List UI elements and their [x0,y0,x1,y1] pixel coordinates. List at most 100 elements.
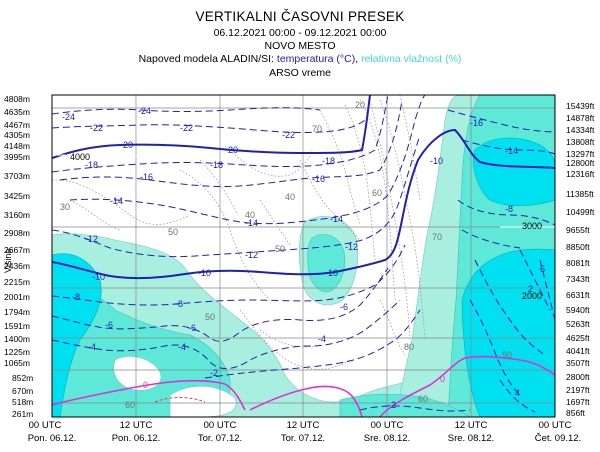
label-minus-20: -20 [120,140,133,150]
ytick-right: 2800ft [566,372,590,382]
ytick-left: 852m [12,373,33,383]
isotherm-minus-22 [52,119,366,134]
grid [52,95,555,417]
label-minus-18b: -18 [210,160,223,170]
label-rh-50b: 50 [275,244,285,254]
label-minus-4: -4 [88,342,96,352]
isotherm-minus-2 [204,309,421,379]
label-6: 6 [540,264,545,274]
label-rh-80: 80 [404,342,414,352]
xtick-day: Pon. 06.12. [28,433,77,444]
model-legend: Napoved modela ALADIN/SI: temperatura (°… [0,53,600,65]
isotherm-right-minus-16 [447,109,555,133]
isotherm-minus-20 [52,95,371,159]
label-minus-22b: -22 [180,123,193,133]
label-minus-14d: -14 [505,146,518,156]
isotherm-right-minus-2 [469,299,521,396]
label-0: 0 [143,380,148,390]
ytick-left: 1225m [4,347,30,357]
station-name: NOVO MESTO [264,40,336,52]
ytick-right: 12800ft [566,158,595,168]
plot-area: -24 -24 -22 -22 -22 -20 -20 -18 -18 -18 … [52,95,555,417]
label-minus-14c: -14 [330,214,343,224]
ytick-left: 2436m [4,261,30,271]
isotherm-minus-4 [52,299,401,369]
isotherm-minus-16 [59,99,403,188]
label-minus-12c: -12 [345,242,358,252]
ytick-left: 3703m [4,171,30,181]
height-contours [52,154,555,228]
xtick-time: 12 UTC [120,420,153,431]
ytick-left: 261m [12,409,33,419]
label-4: 4 [515,388,520,398]
ytick-left: 2001m [4,292,30,302]
ytick-right: 4625ft [566,333,590,343]
zero-isotherm [52,355,555,417]
xtick-time: 00 UTC [371,420,404,431]
label-minus-20b: -20 [225,145,238,155]
ytick-left: 4305m [4,130,30,140]
isotherm-right-minus-6 [461,229,521,249]
label-minus-2: -2 [210,368,218,378]
legend-temperature: temperatura (°C) [276,53,356,65]
label-minus-18: -18 [85,160,98,170]
isotherm-minus-10 [52,128,555,280]
humidity-fields [52,95,555,417]
isotherm-right-6 [539,259,555,321]
label-height-2000: 2000 [522,291,542,301]
ytick-right: 12316ft [566,169,595,179]
y-axis-label: Višina [3,249,13,273]
ytick-left: 4808m [4,94,30,104]
ytick-left: 2215m [4,277,30,287]
xtick-day: Pon. 06.12. [112,433,161,444]
label-rh-50c: 50 [205,312,215,322]
label-minus-12: -12 [85,234,98,244]
label-minus-10c: -10 [325,268,338,278]
ytick-right: 11385ft [566,189,594,199]
xtick-day: Sre. 08.12. [448,433,494,444]
label-minus-22: -22 [90,123,103,133]
label-minus-4c: -4 [318,334,326,344]
label-0b: 0 [440,374,445,384]
ytick-right: 13808ft [566,137,595,147]
label-rh-70b: 70 [432,232,442,242]
humidity-hole-left [113,356,162,391]
label-minus-12b: -12 [245,250,258,260]
xtick-day: Sre. 08.12. [364,433,410,444]
ytick-left: 4467m [4,120,30,130]
source-label: ARSO vreme [269,67,331,79]
ytick-left: 3995m [4,152,30,162]
ytick-left: 4635m [4,107,30,117]
isotherm-right-4 [499,379,536,413]
isotherm-right-minus-8 [457,199,555,226]
isotherm-minus-12 [52,134,421,258]
label-minus-16b: -16 [312,174,325,184]
ytick-right: 5263ft [566,319,590,329]
label-rh-60: 60 [372,188,382,198]
label-minus-18c: -18 [322,156,335,166]
humidity-area-left-core [52,253,102,417]
label-minus-14b: -14 [245,218,258,228]
isotherm-right-2 [519,249,551,311]
ytick-right: 4041ft [566,346,590,356]
ytick-left: 1794m [4,307,30,317]
isotherm-minus-24 [52,107,321,115]
ytick-right: 6631ft [566,290,590,300]
date-range: 06.12.2021 00:00 - 09.12.2021 00:00 [213,27,387,39]
label-minus-8b: -8 [175,299,183,309]
xtick-time: 00 UTC [539,420,572,431]
ytick-right: 7343ft [566,274,590,284]
humidity-area-right-core [461,248,555,417]
label-minus-8c: -8 [505,204,513,214]
ytick-right: 2197ft [566,385,590,395]
isotherm-minus-6 [52,267,389,342]
ytick-left: 3160m [4,210,30,220]
x-axis: 00 UTC Pon. 06.12. 12 UTC Pon. 06.12. 00… [28,420,582,444]
ytick-right: 856ft [566,408,586,418]
ytick-left: 2667m [4,245,30,255]
red-dashed-contour [154,397,206,403]
humidity-area-right-top [473,137,555,207]
isotherm-minus-18 [52,95,389,173]
label-rh-30: 30 [60,202,70,212]
xtick-time: 12 UTC [455,420,488,431]
